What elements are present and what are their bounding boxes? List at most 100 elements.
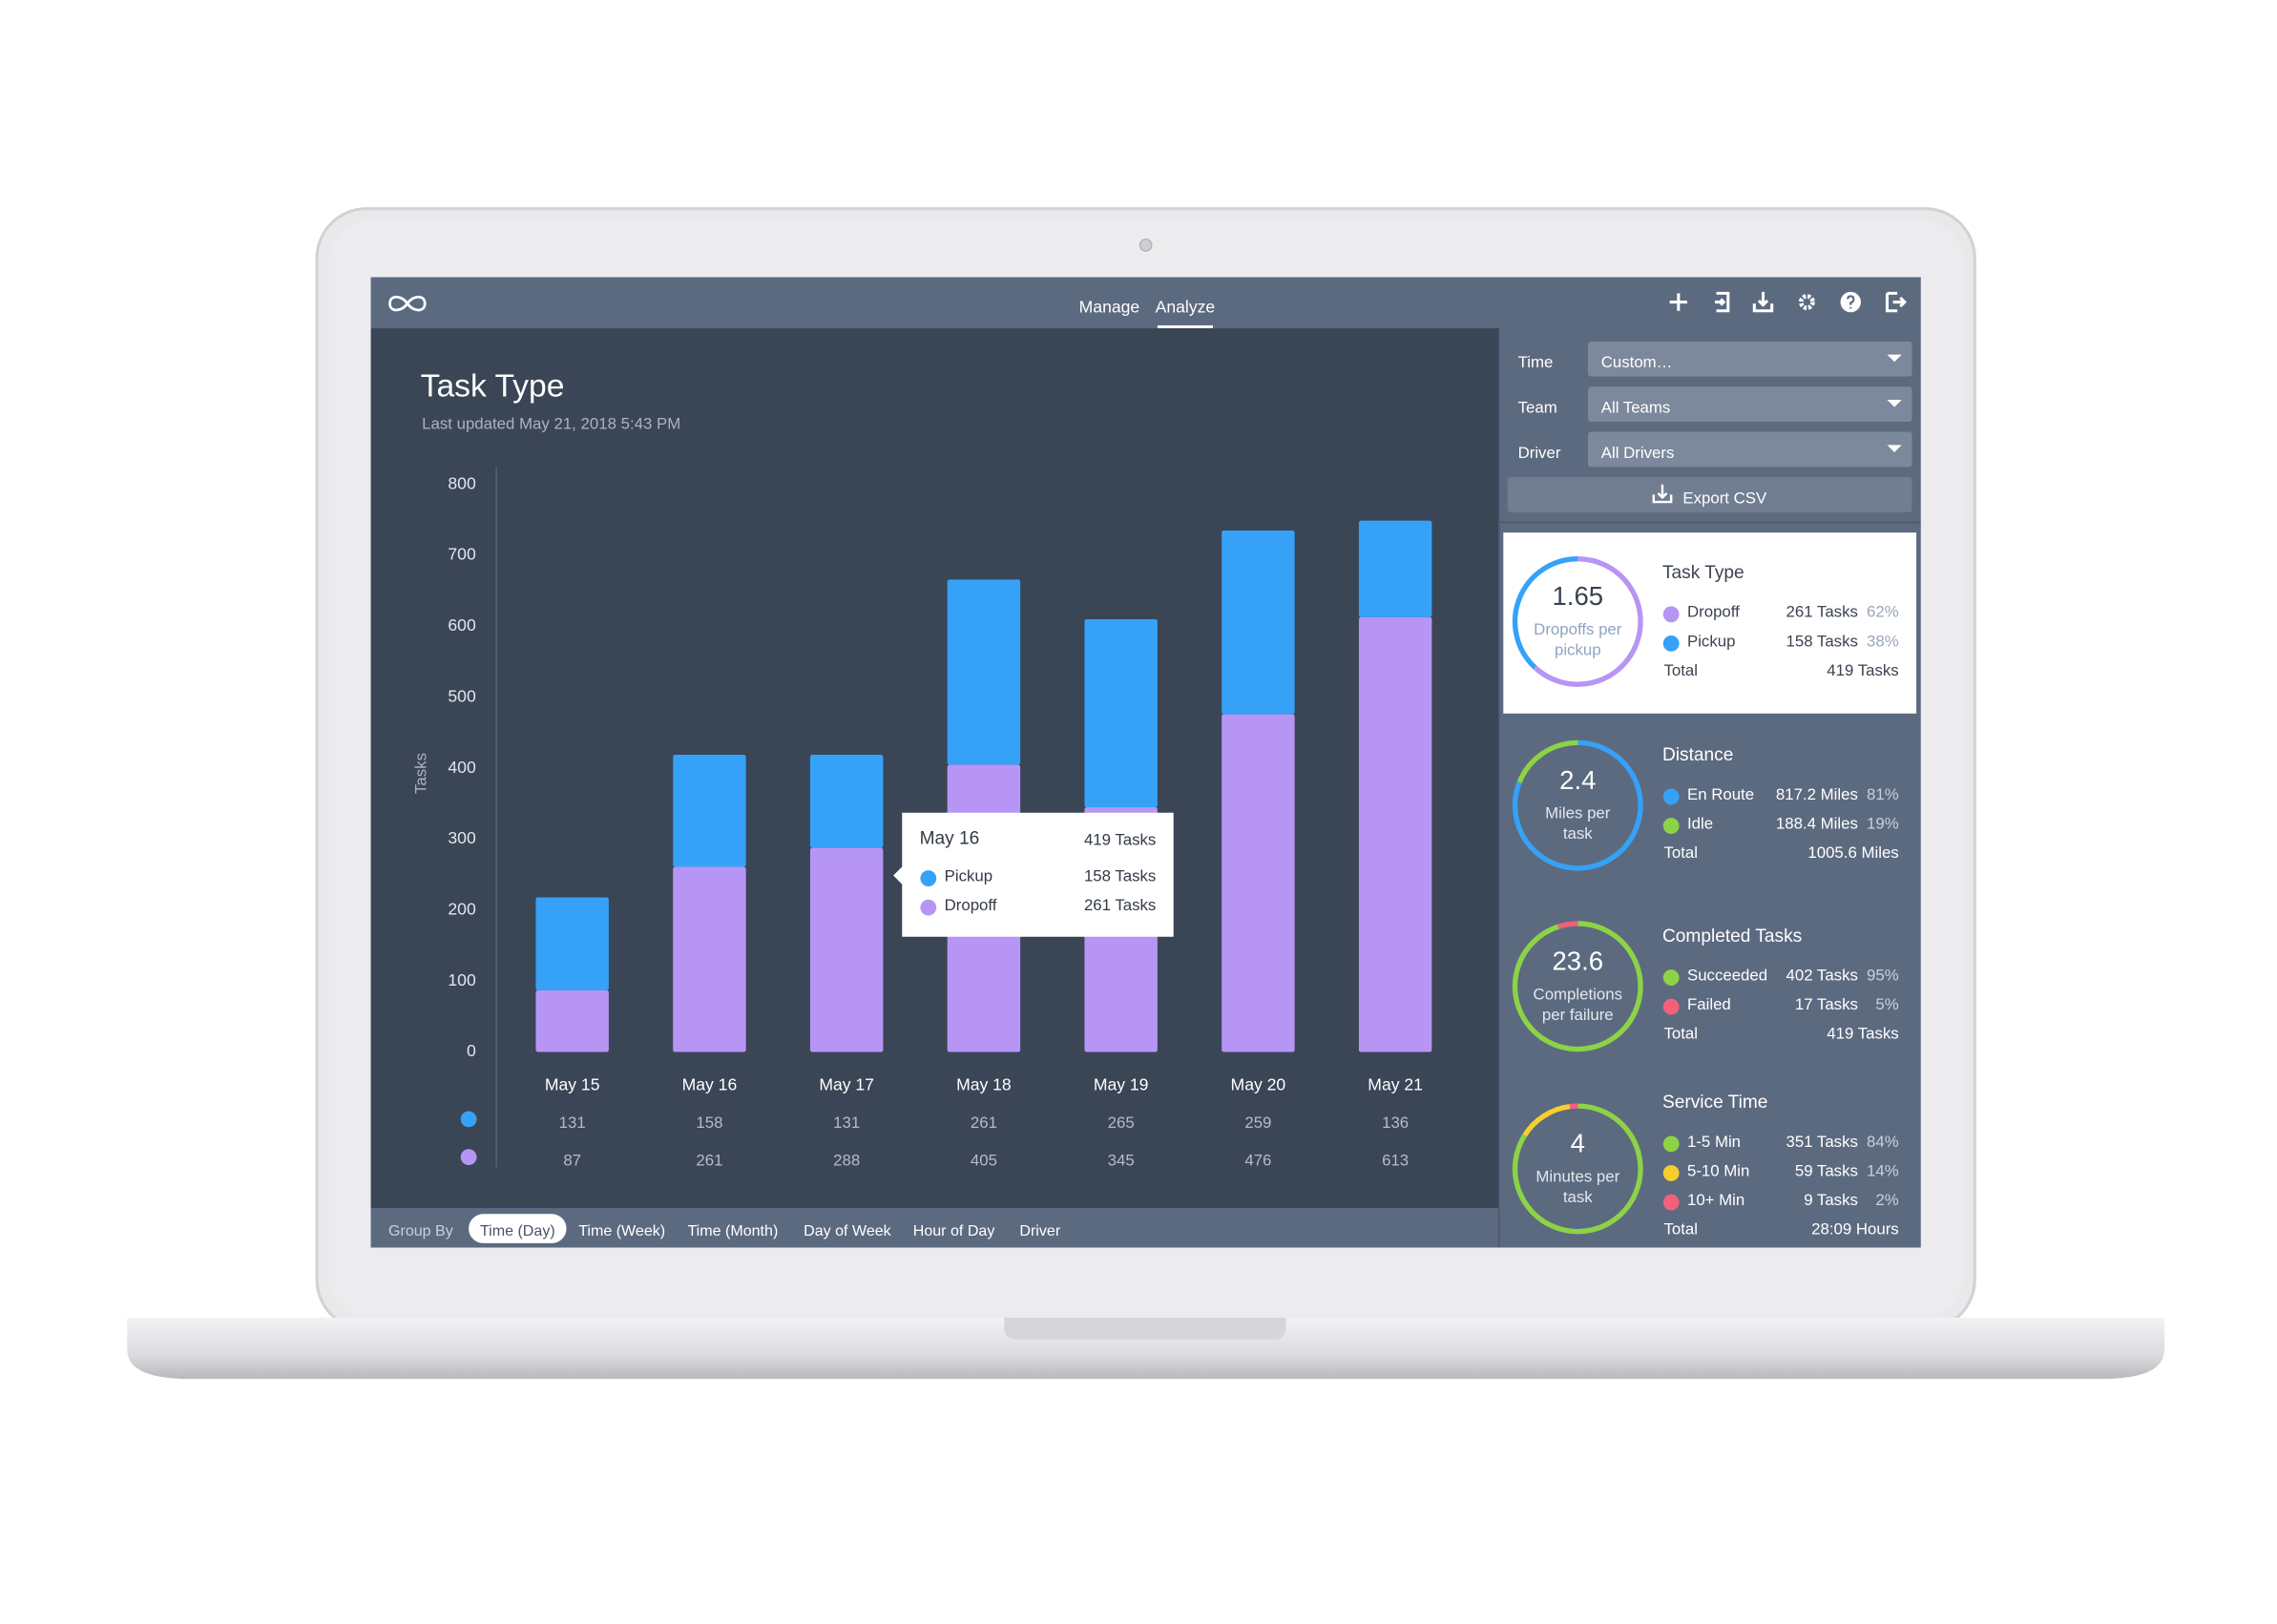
table-value: 405 bbox=[971, 1152, 997, 1170]
table-value: 288 bbox=[833, 1152, 860, 1170]
y-axis-label: Tasks bbox=[412, 753, 430, 794]
table-value: 259 bbox=[1244, 1114, 1271, 1132]
series-dot bbox=[460, 1149, 477, 1166]
group-by-option[interactable]: Time (Month) bbox=[687, 1222, 778, 1239]
nav-tab[interactable]: Manage bbox=[1079, 297, 1140, 316]
card-caption: Minutes per bbox=[1535, 1168, 1619, 1186]
card-metric: 4 bbox=[1571, 1129, 1585, 1158]
laptop-notch bbox=[1004, 1317, 1286, 1340]
stat-card[interactable]: 4 Minutes per task Service Time 1-5 Min 351 T… bbox=[1512, 1093, 1899, 1239]
stat-card[interactable]: 23.6 Completions per failure Completed Task… bbox=[1512, 921, 1899, 1052]
ring-segment bbox=[1557, 921, 1578, 929]
tooltip: May 16 419 Tasks Pickup 158 Tasks Dropoff 261… bbox=[893, 812, 1174, 937]
row-pct: 95% bbox=[1867, 966, 1899, 984]
dropdown[interactable] bbox=[1587, 386, 1912, 422]
settings-icon[interactable] bbox=[1798, 294, 1815, 310]
selected-pill bbox=[469, 1214, 567, 1243]
tooltip-dot bbox=[920, 870, 937, 886]
card-caption: Miles per bbox=[1545, 804, 1611, 822]
dropdown-arrow bbox=[1887, 354, 1902, 363]
card-title: Task Type bbox=[1662, 563, 1744, 583]
bar-segment[interactable] bbox=[535, 989, 609, 1052]
export-icon bbox=[1652, 484, 1673, 504]
ring-segment bbox=[1512, 556, 1578, 670]
import-icon[interactable] bbox=[1715, 291, 1730, 313]
bar-segment[interactable] bbox=[1358, 616, 1432, 1052]
bar-segment[interactable] bbox=[673, 866, 746, 1052]
row-pct: 62% bbox=[1867, 603, 1899, 621]
dropdown[interactable] bbox=[1587, 341, 1912, 377]
card-caption: Completions bbox=[1534, 985, 1622, 1003]
card-title: Completed Tasks bbox=[1662, 927, 1802, 947]
row-value: 9 Tasks bbox=[1804, 1191, 1858, 1209]
laptop-base bbox=[127, 1317, 2165, 1380]
card-title: Distance bbox=[1662, 745, 1733, 765]
add-icon[interactable] bbox=[1669, 293, 1687, 311]
download-icon[interactable] bbox=[1752, 291, 1774, 313]
row-value: 402 Tasks bbox=[1786, 966, 1857, 984]
group-by-option[interactable]: Time (Day) bbox=[480, 1222, 555, 1239]
x-tick-label: May 18 bbox=[956, 1074, 1012, 1093]
row-name: 1-5 Min bbox=[1687, 1133, 1741, 1151]
top-nav bbox=[370, 277, 1921, 329]
card-metric: 1.65 bbox=[1553, 581, 1604, 611]
bar-segment[interactable] bbox=[673, 754, 746, 867]
logout-icon[interactable] bbox=[1885, 291, 1907, 313]
ring-segment bbox=[1512, 921, 1643, 1052]
table-value: 261 bbox=[696, 1152, 722, 1170]
logo[interactable] bbox=[388, 295, 427, 312]
card-caption: pickup bbox=[1555, 640, 1601, 658]
bar-segment[interactable] bbox=[947, 579, 1021, 765]
legend-dot bbox=[1662, 1194, 1680, 1211]
total-label: Total bbox=[1664, 1220, 1699, 1239]
bar-segment[interactable] bbox=[1084, 618, 1158, 808]
bar-segment[interactable] bbox=[1222, 531, 1295, 715]
card-caption: per failure bbox=[1542, 1006, 1614, 1024]
tooltip-name: Dropoff bbox=[945, 896, 997, 914]
bar-segment[interactable] bbox=[809, 847, 884, 1052]
row-value: 188.4 Miles bbox=[1776, 814, 1858, 832]
help-glyph bbox=[1847, 295, 1855, 309]
x-tick-label: May 19 bbox=[1094, 1074, 1149, 1093]
group-by-option[interactable]: Time (Week) bbox=[578, 1222, 665, 1239]
nav-tabs: Manage Analyze bbox=[1079, 297, 1216, 329]
group-by-option[interactable]: Driver bbox=[1019, 1222, 1060, 1239]
group-by-option[interactable]: Day of Week bbox=[804, 1222, 892, 1239]
row-name: 5-10 Min bbox=[1687, 1161, 1749, 1179]
legend-dot bbox=[1662, 606, 1680, 623]
bar-segment[interactable] bbox=[535, 897, 609, 990]
row-value: 261 Tasks bbox=[1786, 603, 1857, 621]
dropdown-value: Custom… bbox=[1601, 353, 1673, 371]
y-tick-label: 500 bbox=[448, 686, 476, 705]
row-value: 158 Tasks bbox=[1786, 632, 1857, 650]
row-pct: 81% bbox=[1867, 785, 1899, 803]
filter-label: Time bbox=[1518, 353, 1554, 371]
row-pct: 84% bbox=[1867, 1133, 1899, 1151]
bar-segment[interactable] bbox=[1358, 520, 1432, 617]
total-value: 419 Tasks bbox=[1827, 1025, 1898, 1043]
dropdown[interactable] bbox=[1587, 431, 1912, 468]
group-by-option[interactable]: Hour of Day bbox=[913, 1222, 995, 1239]
row-pct: 19% bbox=[1867, 814, 1899, 832]
legend-dot bbox=[1662, 788, 1680, 805]
y-tick-label: 200 bbox=[448, 899, 476, 918]
y-tick-label: 800 bbox=[448, 473, 476, 492]
table-value: 476 bbox=[1244, 1152, 1271, 1170]
stat-card[interactable]: 2.4 Miles per task Distance En Route 817.2 Mi… bbox=[1512, 739, 1899, 871]
bar-segment[interactable] bbox=[1222, 714, 1295, 1052]
y-tick-label: 400 bbox=[448, 758, 476, 777]
y-tick-label: 300 bbox=[448, 828, 476, 847]
export-button[interactable] bbox=[1507, 477, 1912, 512]
table-value: 613 bbox=[1382, 1152, 1409, 1170]
bar-segment[interactable] bbox=[809, 754, 884, 848]
total-label: Total bbox=[1664, 843, 1699, 862]
nav-tab[interactable]: Analyze bbox=[1156, 297, 1216, 316]
x-tick-label: May 15 bbox=[545, 1074, 600, 1093]
stat-card[interactable]: 1.65 Dropoffs per pickup Task Type Dropoff 26… bbox=[1512, 556, 1899, 687]
group-by-label: Group By bbox=[388, 1222, 453, 1239]
table-value: 87 bbox=[563, 1152, 581, 1170]
tooltip-box bbox=[893, 812, 1174, 937]
y-tick-label: 600 bbox=[448, 615, 476, 635]
